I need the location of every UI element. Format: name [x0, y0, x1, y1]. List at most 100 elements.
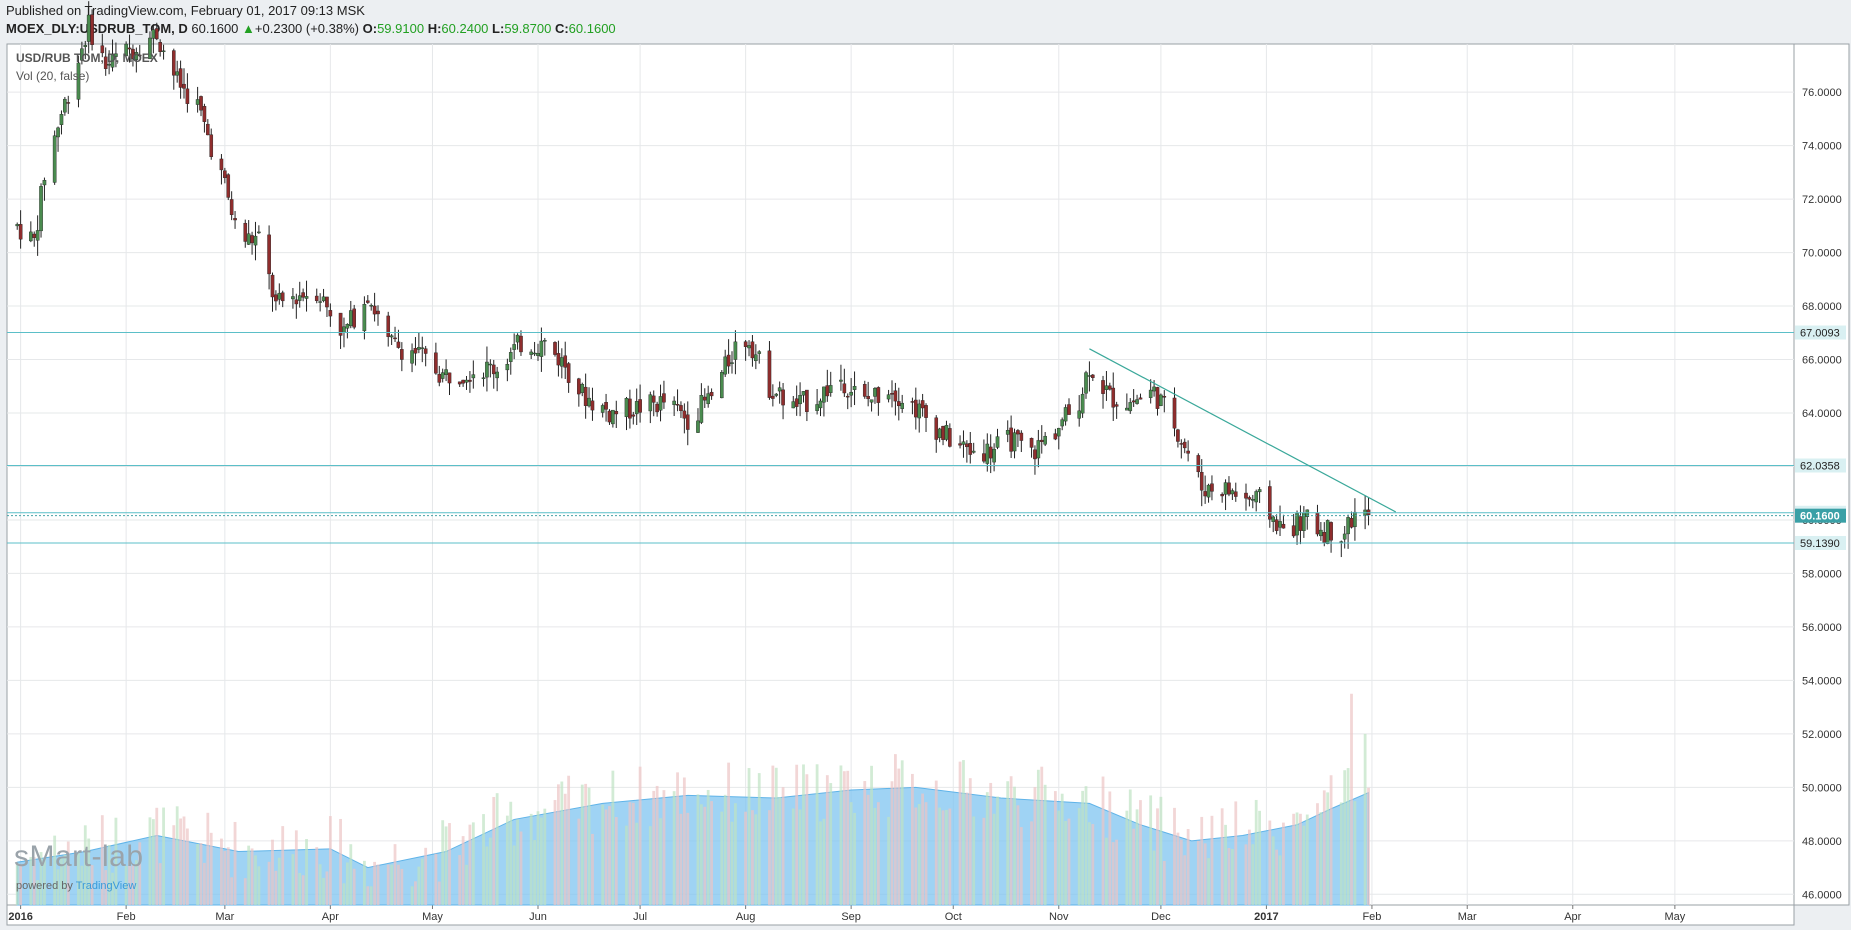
candle-body	[468, 379, 472, 382]
price-change: +0.2300 (+0.38%)	[254, 21, 359, 36]
candle-body	[944, 425, 949, 440]
candle-body	[747, 345, 751, 349]
volume-bar	[1149, 795, 1153, 905]
candle-body	[137, 54, 142, 57]
volume-bar	[1295, 812, 1299, 905]
volume-bar	[873, 807, 877, 905]
x-tick-label: Mar	[1458, 911, 1477, 923]
candle-body	[1250, 498, 1255, 501]
candle-body	[529, 351, 533, 355]
volume-bar	[1247, 829, 1251, 905]
volume-bar	[465, 864, 468, 905]
volume-bar	[390, 864, 394, 905]
candle-body	[508, 352, 513, 362]
volume-bar	[488, 837, 492, 905]
candle-body	[1087, 375, 1092, 377]
volume-bar	[373, 861, 377, 905]
volume-bar	[196, 843, 200, 905]
volume-bar	[1224, 824, 1227, 905]
y-tick-label: 48.0000	[1802, 836, 1842, 848]
candle-body	[1162, 396, 1167, 398]
candle-body	[18, 224, 23, 240]
y-tick-label: 64.0000	[1802, 408, 1842, 420]
x-tick-label: Mar	[215, 911, 234, 923]
y-tick-label: 58.0000	[1802, 568, 1842, 580]
volume-bar	[543, 808, 547, 905]
candle-body	[127, 47, 132, 50]
volume-bar	[492, 796, 496, 905]
candle-body	[1196, 455, 1201, 473]
volume-bar	[601, 804, 605, 905]
candle-body	[519, 335, 523, 353]
volume-bar	[591, 833, 594, 905]
candle-body	[1039, 439, 1044, 442]
volume-bar	[267, 861, 271, 905]
volume-bar	[322, 877, 325, 905]
volume-bar	[1230, 848, 1234, 905]
candle-body	[685, 414, 690, 430]
volume-bar	[519, 831, 523, 905]
candle-body	[992, 448, 996, 463]
candle-body	[1128, 402, 1133, 412]
volume-bar	[819, 821, 822, 905]
close-value: 60.1600	[568, 21, 616, 36]
tradingview-link[interactable]: TradingView	[75, 880, 137, 892]
candle-body	[199, 96, 203, 111]
volume-bar	[1009, 776, 1013, 905]
candle-body	[277, 292, 282, 300]
x-tick-label: Feb	[1362, 911, 1381, 923]
volume-bar	[230, 877, 234, 905]
volume-bar	[1278, 855, 1282, 905]
volume-bar	[305, 838, 308, 905]
volume-bar	[1013, 786, 1016, 905]
volume-bar	[1125, 810, 1129, 905]
volume-bar	[996, 796, 999, 905]
volume-bar	[19, 864, 23, 905]
volume-bar	[992, 813, 996, 905]
candle-body	[941, 425, 945, 440]
volume-bar	[1030, 821, 1033, 905]
candle-body	[965, 443, 969, 448]
volume-bar	[1329, 775, 1333, 905]
volume-bar	[209, 832, 213, 905]
volume-bar	[972, 816, 976, 905]
candle-body	[223, 170, 227, 178]
volume-bar	[1173, 807, 1176, 905]
x-tick-label: May	[422, 911, 443, 923]
x-tick-label: Aug	[736, 911, 756, 923]
volume-bar	[635, 822, 639, 905]
candle-body	[556, 353, 561, 366]
candle-body	[580, 383, 585, 393]
candle-body	[777, 387, 782, 392]
volume-bar	[1305, 814, 1309, 905]
level-tag	[1795, 458, 1846, 473]
volume-bar	[1088, 822, 1091, 905]
volume-bar	[175, 806, 179, 905]
volume-bar	[900, 760, 904, 905]
candle-body	[171, 50, 176, 76]
candle-body	[202, 106, 207, 122]
candle-body	[1268, 486, 1272, 520]
volume-indicator-label: Vol (20, false)	[16, 69, 90, 83]
candle-body	[1281, 523, 1286, 529]
candle-body	[253, 235, 258, 246]
volume-bar	[876, 802, 880, 905]
candle-body	[948, 428, 952, 447]
candle-body	[1257, 489, 1262, 493]
candle-body	[924, 405, 928, 418]
volume-bar	[1367, 787, 1370, 905]
candle-body	[614, 411, 619, 415]
volume-bar	[505, 815, 509, 905]
volume-bar	[420, 858, 424, 905]
candle-body	[182, 83, 186, 89]
x-tick-label: Jun	[529, 911, 547, 923]
volume-bar	[352, 868, 356, 905]
y-tick-label: 68.0000	[1802, 301, 1842, 313]
volume-bar	[369, 886, 373, 905]
volume-bar	[567, 775, 571, 905]
candle-body	[757, 351, 762, 354]
candle-body	[86, 14, 91, 42]
x-tick-label: Apr	[1564, 911, 1581, 923]
candle-body	[39, 186, 43, 232]
